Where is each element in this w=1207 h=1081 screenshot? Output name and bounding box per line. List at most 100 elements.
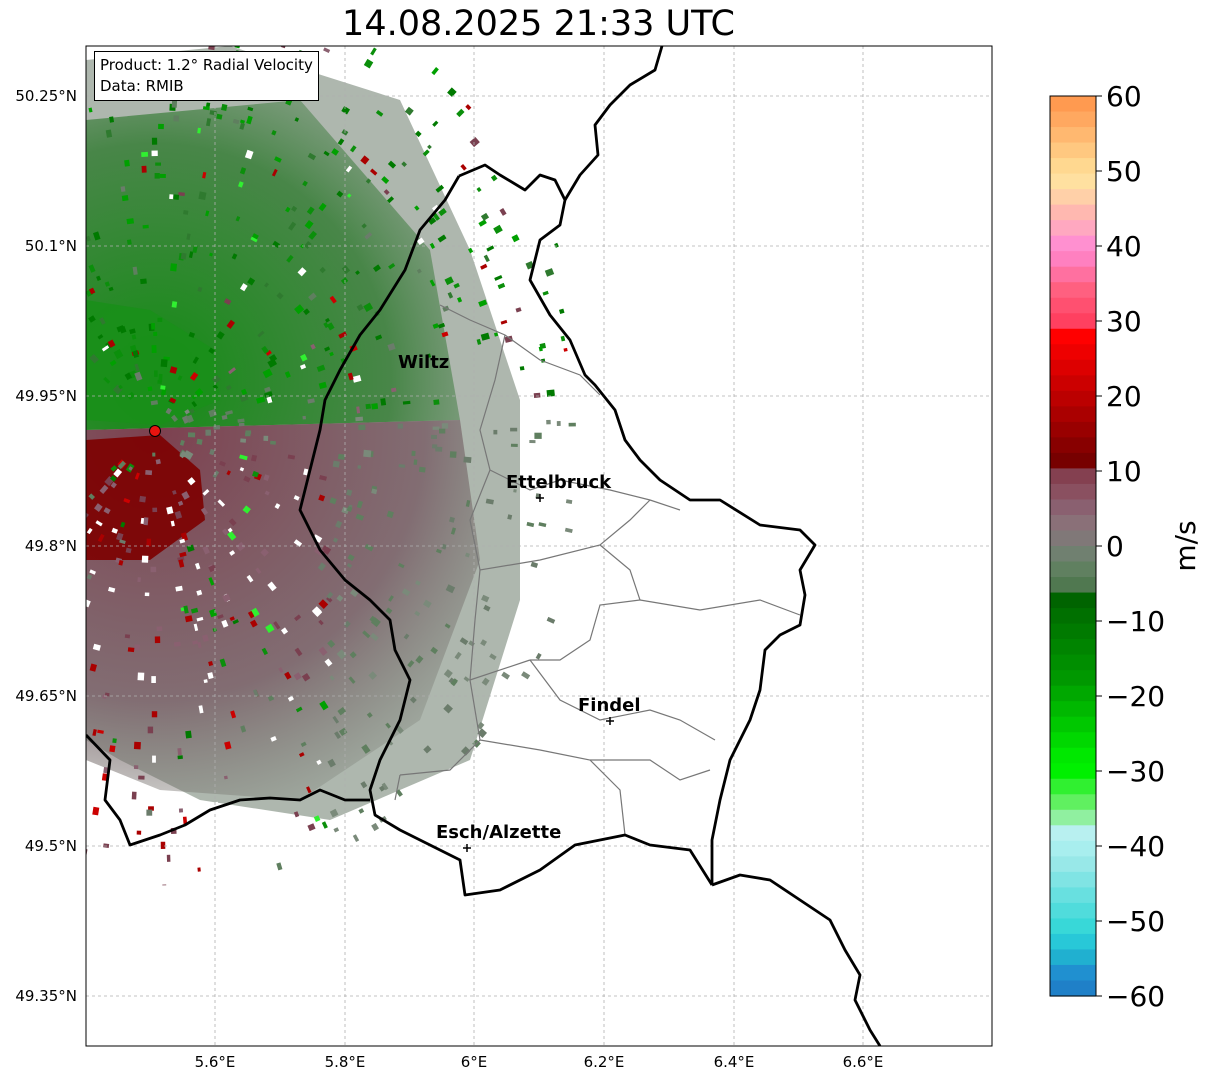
echo-speckle bbox=[402, 400, 411, 405]
echo-speckle bbox=[241, 388, 248, 396]
echo-speckle bbox=[266, 396, 273, 404]
echo-speckle bbox=[278, 667, 284, 673]
echo-speckle bbox=[139, 495, 146, 503]
lon-tick: 6.6°E bbox=[843, 1053, 884, 1071]
colorbar-band bbox=[1050, 127, 1096, 144]
ettelbruck-marker bbox=[536, 494, 544, 502]
echo-speckle bbox=[538, 522, 547, 528]
echo-speckle bbox=[338, 727, 348, 737]
echo-speckle bbox=[206, 102, 211, 107]
echo-speckle bbox=[273, 621, 281, 630]
echo-speckle bbox=[147, 386, 153, 392]
echo-speckle bbox=[212, 384, 219, 390]
echo-speckle bbox=[358, 808, 365, 814]
echo-speckle bbox=[293, 495, 300, 501]
echo-speckle bbox=[375, 334, 383, 341]
echo-speckle bbox=[456, 108, 465, 118]
echo-speckle bbox=[477, 721, 485, 730]
echo-speckle bbox=[171, 100, 178, 108]
echo-speckle bbox=[118, 559, 124, 566]
echo-speckle bbox=[261, 647, 269, 656]
echo-speckle bbox=[223, 775, 228, 780]
echo-speckle bbox=[109, 745, 116, 753]
echo-speckle bbox=[390, 387, 397, 393]
echo-speckle bbox=[239, 122, 245, 130]
echo-speckle bbox=[120, 186, 126, 192]
echo-speckle bbox=[96, 275, 102, 282]
radar-echo-layer bbox=[86, 46, 576, 890]
echo-speckle bbox=[113, 468, 123, 478]
echo-speckle bbox=[183, 210, 189, 215]
echo-speckle bbox=[568, 422, 576, 427]
esch-marker bbox=[463, 844, 471, 852]
echo-speckle bbox=[170, 263, 178, 272]
colorbar-band bbox=[1050, 297, 1096, 314]
echo-speckle bbox=[304, 219, 314, 230]
colorbar-band bbox=[1050, 452, 1096, 470]
echo-speckle bbox=[88, 315, 96, 323]
echo-speckle bbox=[137, 672, 145, 681]
echo-speckle bbox=[173, 641, 181, 647]
echo-speckle bbox=[386, 510, 394, 519]
colorbar-band bbox=[1050, 437, 1096, 454]
echo-speckle bbox=[441, 543, 447, 550]
colorbar-band bbox=[1050, 964, 1096, 982]
echo-speckle bbox=[355, 416, 364, 422]
echo-speckle bbox=[497, 282, 506, 290]
echo-speckle bbox=[356, 500, 363, 509]
echo-speckle bbox=[431, 444, 438, 449]
echo-speckle bbox=[416, 237, 425, 245]
echo-speckle bbox=[388, 263, 396, 270]
colorbar-band bbox=[1050, 204, 1096, 221]
echo-speckle bbox=[151, 711, 158, 718]
echo-speckle bbox=[263, 435, 269, 441]
echo-speckle bbox=[110, 465, 118, 472]
echo-speckle bbox=[179, 450, 187, 459]
colorbar-band bbox=[1050, 546, 1096, 563]
echo-speckle bbox=[268, 354, 278, 363]
echo-speckle bbox=[423, 745, 432, 754]
echo-speckle bbox=[89, 353, 99, 364]
echo-speckle bbox=[326, 596, 333, 603]
echo-speckle bbox=[245, 430, 252, 435]
colorbar-tick-label: −40 bbox=[1106, 830, 1165, 863]
echo-speckle bbox=[158, 123, 164, 130]
echo-speckle bbox=[358, 424, 366, 431]
colorbar-band bbox=[1050, 483, 1096, 501]
echo-speckle bbox=[157, 317, 163, 322]
echo-speckle bbox=[463, 456, 472, 463]
colorbar-tick-label: 10 bbox=[1106, 455, 1142, 488]
echo-speckle bbox=[177, 375, 183, 381]
echo-speckle bbox=[565, 499, 573, 504]
echo-speckle bbox=[385, 722, 391, 729]
echo-speckle bbox=[193, 623, 199, 632]
colorbar-tick-label: −30 bbox=[1106, 755, 1165, 788]
echo-speckle bbox=[401, 161, 407, 167]
echo-speckle bbox=[329, 295, 337, 304]
echo-speckle bbox=[341, 265, 351, 274]
echo-speckle bbox=[297, 267, 307, 277]
echo-speckle bbox=[213, 425, 221, 430]
lat-tick: 49.35°N bbox=[15, 987, 77, 1005]
echo-speckle bbox=[480, 332, 490, 341]
colorbar-band bbox=[1050, 701, 1096, 718]
echo-speckle bbox=[264, 282, 269, 288]
echo-speckle bbox=[361, 223, 367, 229]
echo-speckle bbox=[145, 470, 153, 476]
echo-speckle bbox=[422, 149, 430, 157]
echo-speckle bbox=[395, 789, 403, 797]
echo-speckle bbox=[468, 247, 474, 254]
echo-speckle bbox=[202, 488, 210, 496]
colorbar-band bbox=[1050, 980, 1096, 997]
echo-speckle bbox=[239, 393, 249, 403]
city-label-ettelbruck: Ettelbruck bbox=[506, 472, 612, 493]
colorbar-band bbox=[1050, 654, 1096, 671]
echo-speckle bbox=[331, 148, 339, 156]
echo-speckle bbox=[493, 429, 498, 435]
echo-speckle bbox=[124, 159, 130, 167]
lat-tick: 50.25°N bbox=[15, 87, 77, 105]
echo-speckle bbox=[129, 344, 137, 352]
echo-speckle bbox=[501, 671, 511, 680]
echo-speckle bbox=[123, 498, 131, 504]
echo-speckle bbox=[435, 184, 445, 193]
